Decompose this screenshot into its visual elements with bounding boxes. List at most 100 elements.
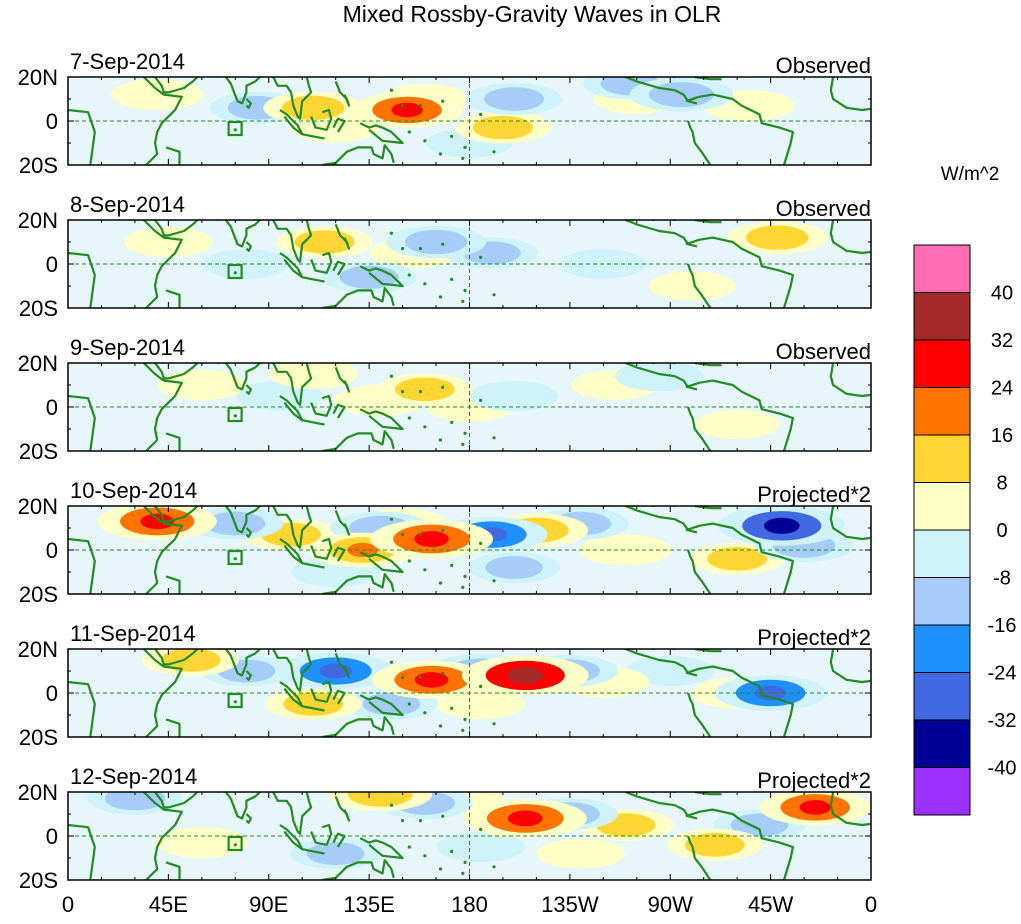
lon-label: 90W: [648, 892, 693, 917]
island: [407, 130, 411, 134]
island: [418, 676, 423, 680]
lon-label: 90E: [249, 892, 288, 917]
coastline: [322, 430, 395, 451]
island: [389, 88, 394, 92]
island: [389, 803, 394, 807]
anomaly-field: [68, 220, 871, 308]
coastline: [685, 665, 794, 737]
coastline: [829, 220, 871, 255]
island: [407, 273, 411, 277]
coastline: [334, 80, 351, 107]
coastline: [687, 263, 712, 308]
anomaly-field: [68, 77, 871, 165]
coastline: [359, 694, 404, 717]
coastline: [685, 93, 794, 165]
coastline: [685, 379, 794, 451]
anomaly-blob: [684, 833, 745, 857]
coastline: [829, 363, 871, 398]
island: [450, 706, 454, 711]
island: [461, 299, 465, 303]
coastline: [310, 251, 333, 274]
panel-date: 7-Sep-2014: [70, 49, 185, 74]
island: [463, 288, 467, 292]
colorbar-boxes: [913, 244, 971, 816]
colorbar-box: [913, 577, 971, 626]
island: [461, 585, 465, 590]
coastline: [279, 395, 304, 422]
coastline: [829, 77, 871, 112]
coastlines: [68, 363, 871, 451]
anomaly-blob: [174, 373, 230, 397]
colorbar-box: [913, 387, 971, 436]
figure-title: Mixed Rossby-Gravity Waves in OLR: [343, 1, 722, 27]
panel-date: 12-Sep-2014: [70, 764, 197, 789]
island: [438, 152, 443, 156]
lat-label: 0: [46, 538, 58, 563]
anomaly-blob: [485, 556, 543, 580]
island: [479, 255, 483, 259]
anomaly-blob: [472, 115, 533, 140]
colorbar-tick-label: -16: [988, 615, 1017, 637]
colorbar-box: [913, 292, 971, 341]
island: [461, 156, 465, 160]
coastline: [310, 394, 333, 417]
coastline: [359, 122, 404, 145]
lat-label: 0: [46, 252, 58, 277]
coastline: [322, 144, 395, 165]
anomaly-field: [68, 649, 871, 737]
map-panel: 10-Sep-2014 Projected*2 20N 0 20S: [18, 478, 872, 607]
coastline: [359, 837, 404, 860]
colorbar-box: [913, 719, 971, 768]
island: [492, 436, 496, 440]
coastline: [310, 108, 333, 131]
coastline: [154, 792, 199, 809]
coastline: [165, 575, 181, 594]
island: [450, 849, 454, 854]
anomaly-blob: [596, 538, 655, 562]
lat-label: 20N: [18, 351, 58, 376]
lat-label: 20N: [18, 780, 58, 805]
coastline: [245, 98, 252, 109]
reference-box: [227, 406, 243, 423]
lon-label: 45W: [748, 892, 793, 917]
island: [423, 282, 427, 286]
map-panel: 8-Sep-2014 Observed 20N 0 20S: [18, 192, 872, 321]
reference-box: [227, 120, 243, 137]
coastline: [332, 832, 346, 848]
island: [461, 442, 465, 446]
anomaly-blob: [404, 229, 468, 255]
coastline: [245, 527, 252, 538]
panel-date: 11-Sep-2014: [70, 621, 196, 646]
colorbar-box: [913, 624, 971, 673]
coastline: [301, 562, 325, 569]
coastline: [272, 220, 313, 263]
anomaly-blob: [173, 831, 231, 855]
lat-label: 20S: [19, 153, 58, 178]
coastline: [687, 549, 712, 594]
colorbar-tick-label: 32: [991, 330, 1013, 352]
lon-label: 0: [865, 892, 877, 917]
island: [441, 385, 445, 389]
lat-label: 0: [46, 681, 58, 706]
coastline: [310, 823, 333, 846]
lat-label: 0: [46, 109, 58, 134]
anomaly-blob: [285, 363, 341, 386]
island: [463, 574, 467, 579]
island: [233, 128, 237, 132]
island: [423, 425, 427, 429]
coastline: [332, 689, 346, 705]
island: [463, 860, 467, 865]
island: [400, 676, 405, 680]
coastline: [301, 848, 325, 855]
island: [450, 134, 454, 138]
coastline: [332, 117, 346, 133]
anomaly-core: [414, 531, 449, 547]
coastline: [154, 506, 199, 523]
island: [438, 867, 443, 871]
coastline: [279, 538, 304, 565]
island: [418, 247, 423, 251]
coastline: [68, 823, 96, 880]
colorbar-tick-label: 8: [996, 473, 1007, 495]
coastline: [685, 808, 794, 880]
